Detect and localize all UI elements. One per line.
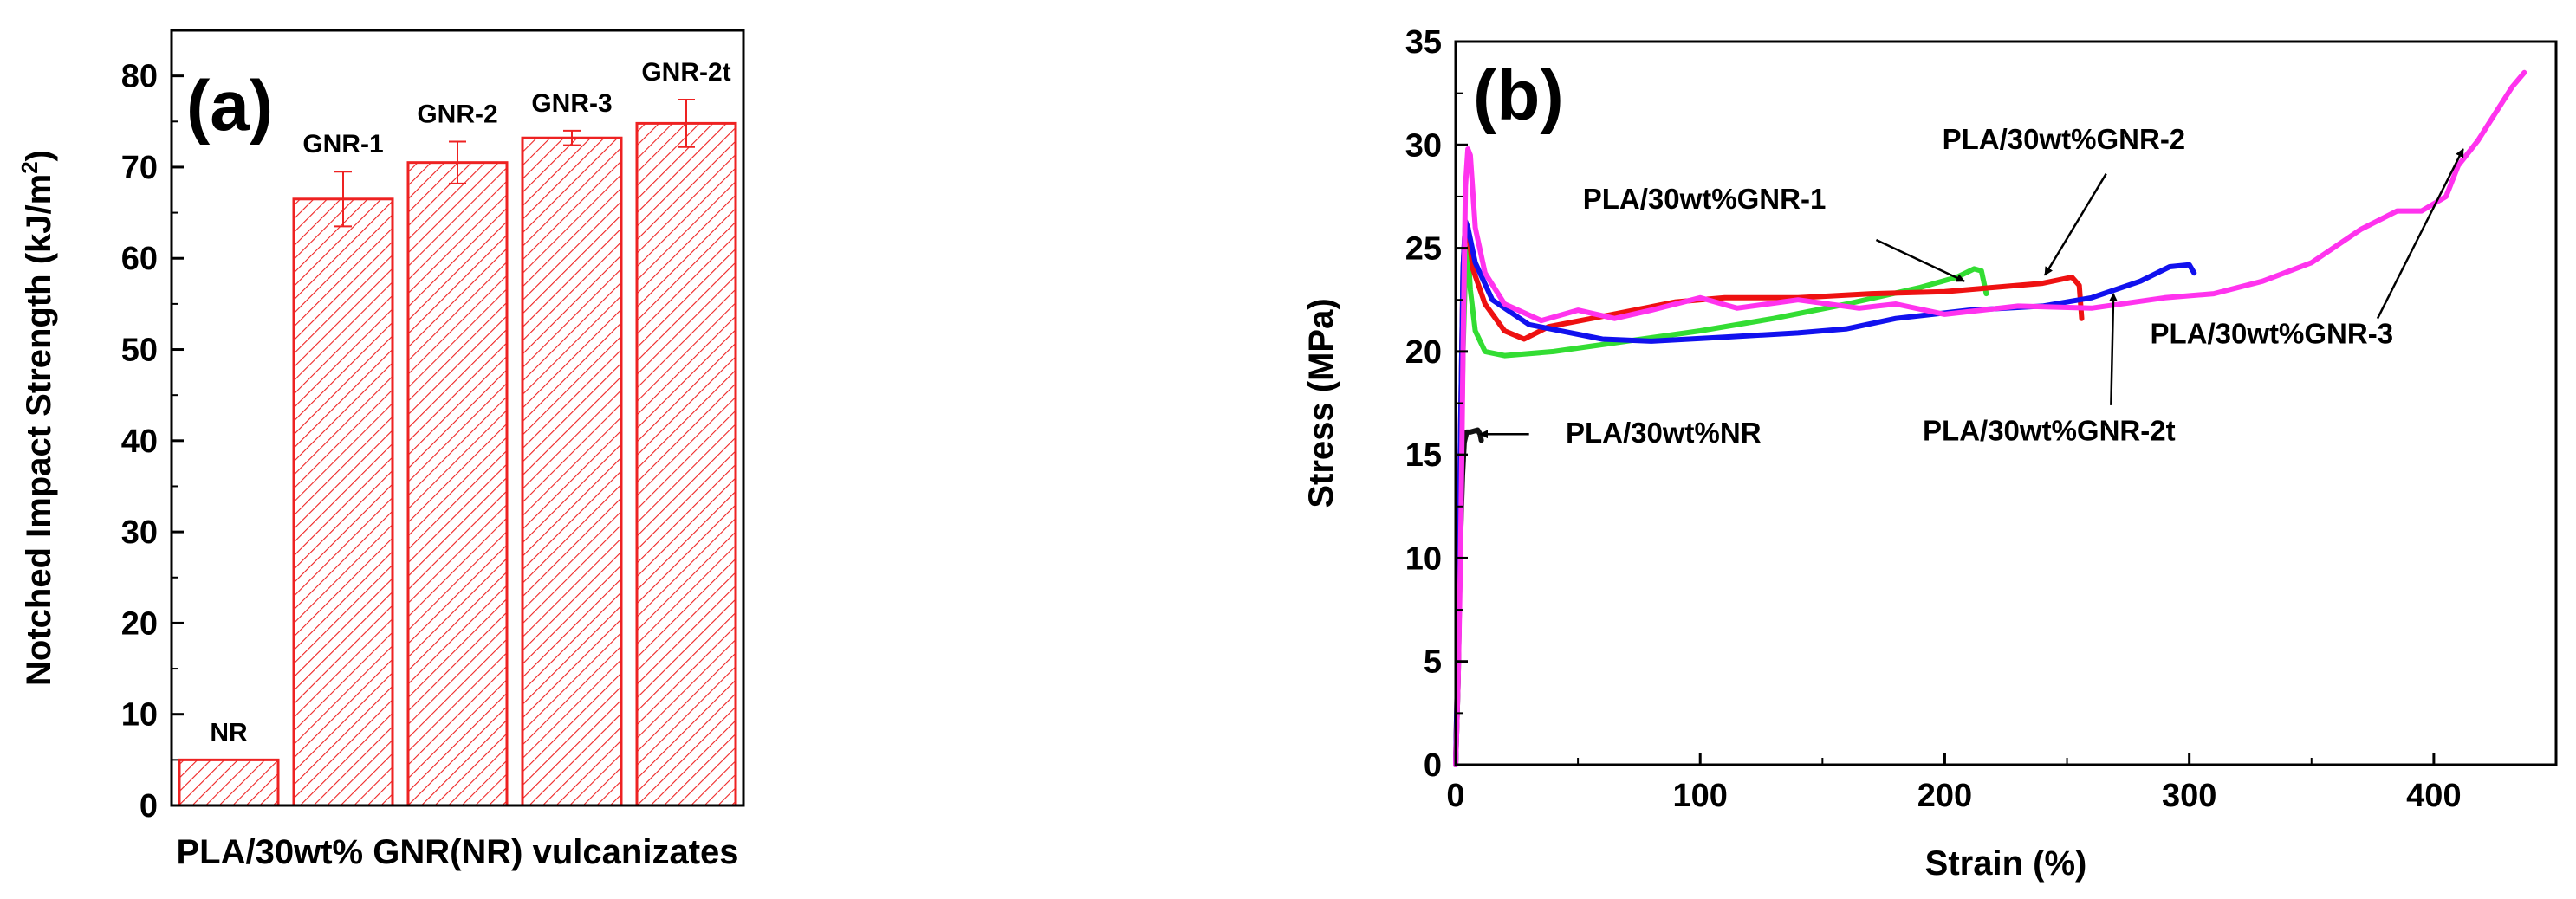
y-axis-title: Stress (MPa) (1302, 298, 1340, 508)
annotation-label: PLA/30wt%GNR-3 (2151, 317, 2394, 349)
annotation-label: PLA/30wt%NR (1566, 417, 1762, 449)
y-tick-label: 70 (121, 150, 158, 186)
y-tick-label: 30 (1405, 127, 1442, 164)
y-tick-label: 20 (121, 605, 158, 642)
y-tick-label: 10 (1405, 540, 1442, 577)
y-axis-title-end: ) (20, 150, 58, 161)
annotation-label: PLA/30wt%GNR-2t (1923, 414, 2176, 446)
x-axis-ticks: 0 100 200 300 400 (1446, 753, 2462, 814)
line-chart-panel: PLA/30wt%NR PLA/30wt%GNR-1 PLA/30wt%GNR-2 P… (1302, 24, 2558, 883)
bar (178, 758, 280, 807)
x-tick-label: 100 (1673, 778, 1728, 814)
y-axis-ticks: 0 5 10 15 20 25 30 35 (1405, 24, 1468, 784)
error-bar (678, 99, 695, 148)
y-tick-label: 35 (1405, 24, 1442, 61)
y-tick-label: 50 (121, 333, 158, 369)
series-annotations: PLA/30wt%NR PLA/30wt%GNR-1 PLA/30wt%GNR-2 P… (1479, 123, 2464, 449)
bar (406, 161, 509, 807)
bar-data-labels: NR GNR-1 GNR-2 GNR-3 GNR-2t (210, 58, 730, 747)
y-tick-label: 0 (140, 788, 158, 825)
bar-chart-panel: NR GNR-1 GNR-2 GNR-3 GNR-2t 0 10 20 30 40 50 60 70 8… (16, 29, 745, 871)
y-tick-label: 10 (121, 697, 158, 734)
y-tick-label: 30 (121, 514, 158, 551)
y-axis-title: Notched Impact Strength (kJ/m2) (16, 150, 58, 686)
series-line (1453, 69, 2527, 767)
plot-frame (1454, 40, 2558, 766)
bar (635, 121, 737, 807)
annotation-label: PLA/30wt%GNR-1 (1583, 183, 1827, 215)
line-series (1453, 69, 2527, 767)
y-tick-label: 25 (1405, 231, 1442, 268)
bar (521, 136, 623, 807)
bar-label: NR (210, 718, 248, 747)
bar (292, 197, 394, 807)
x-tick-label: 200 (1917, 778, 1972, 814)
error-bar (563, 129, 581, 146)
y-axis-title-superscript: 2 (16, 161, 42, 173)
annotation-label: PLA/30wt%GNR-2 (1943, 123, 2186, 155)
annotation-arrow (2376, 148, 2464, 320)
bar-label: GNR-1 (302, 130, 383, 158)
x-axis-title: PLA/30wt% GNR(NR) vulcanizates (176, 833, 738, 871)
y-tick-label: 80 (121, 59, 158, 95)
bar-label: GNR-2t (641, 58, 730, 87)
y-tick-label: 40 (121, 424, 158, 460)
y-tick-label: 60 (121, 241, 158, 277)
x-axis-title: Strain (%) (1925, 844, 2087, 883)
x-tick-label: 0 (1446, 778, 1464, 814)
bar-label: GNR-2 (417, 100, 497, 128)
y-tick-label: 15 (1405, 437, 1442, 474)
error-bar (334, 171, 352, 228)
annotation-arrow (2044, 173, 2107, 276)
annotation-arrow (2108, 293, 2118, 405)
annotation-arrow (1875, 238, 1965, 282)
error-bars (334, 99, 695, 228)
x-tick-label: 400 (2406, 778, 2461, 814)
y-axis-ticks: 0 10 20 30 40 50 60 70 80 (121, 59, 184, 825)
panel-label: (a) (186, 67, 273, 146)
y-axis-title-main: Notched Impact Strength (kJ/m (20, 174, 58, 686)
bar-series (178, 121, 737, 807)
y-tick-label: 0 (1424, 747, 1442, 784)
error-bar (449, 140, 466, 184)
panel-label: (b) (1473, 56, 1564, 135)
x-tick-label: 300 (2162, 778, 2216, 814)
bar-label: GNR-3 (531, 89, 612, 118)
y-tick-label: 5 (1424, 644, 1442, 681)
y-tick-label: 20 (1405, 334, 1442, 371)
plot-frame (170, 29, 745, 807)
